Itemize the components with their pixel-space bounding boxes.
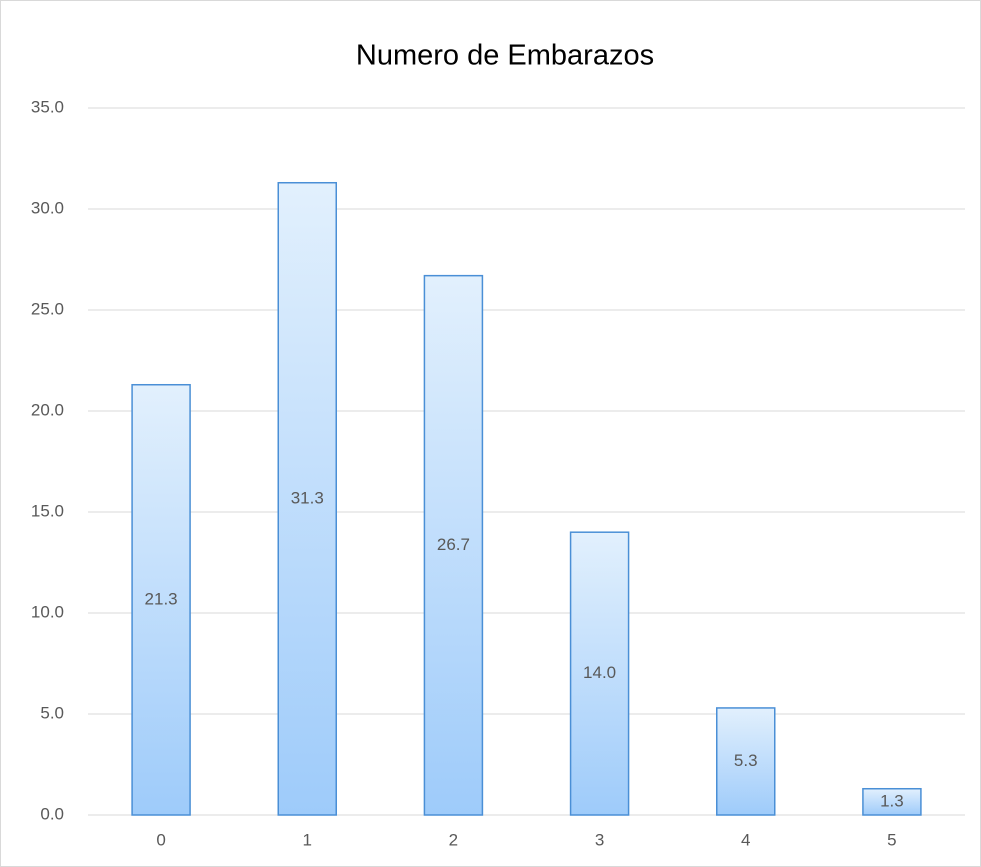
x-tick-label: 4	[741, 830, 750, 849]
bar	[716, 707, 776, 816]
y-tick-label: 10.0	[31, 602, 64, 621]
bar	[569, 531, 630, 816]
data-label: 21.3	[145, 589, 178, 608]
x-tick-label: 3	[595, 830, 604, 849]
y-tick-label: 25.0	[31, 299, 64, 318]
data-label: 14.0	[583, 663, 616, 682]
y-tick-label: 30.0	[31, 198, 64, 217]
chart-title: Numero de Embarazos	[356, 40, 654, 72]
x-tick-label: 1	[303, 830, 312, 849]
bar	[423, 274, 484, 816]
x-tick-label: 2	[449, 830, 458, 849]
y-tick-label: 5.0	[40, 703, 64, 722]
bar	[862, 787, 922, 816]
y-tick-label: 35.0	[31, 97, 64, 116]
data-label: 26.7	[437, 535, 470, 554]
x-tick-label: 5	[887, 830, 896, 849]
data-label: 31.3	[291, 488, 324, 507]
bar	[277, 181, 337, 816]
data-label: 5.3	[734, 751, 758, 770]
data-label: 1.3	[880, 791, 904, 810]
y-tick-label: 15.0	[31, 501, 64, 520]
y-tick-label: 0.0	[40, 804, 64, 823]
x-tick-label: 0	[156, 830, 165, 849]
y-tick-label: 20.0	[31, 400, 64, 419]
bar	[131, 383, 191, 816]
